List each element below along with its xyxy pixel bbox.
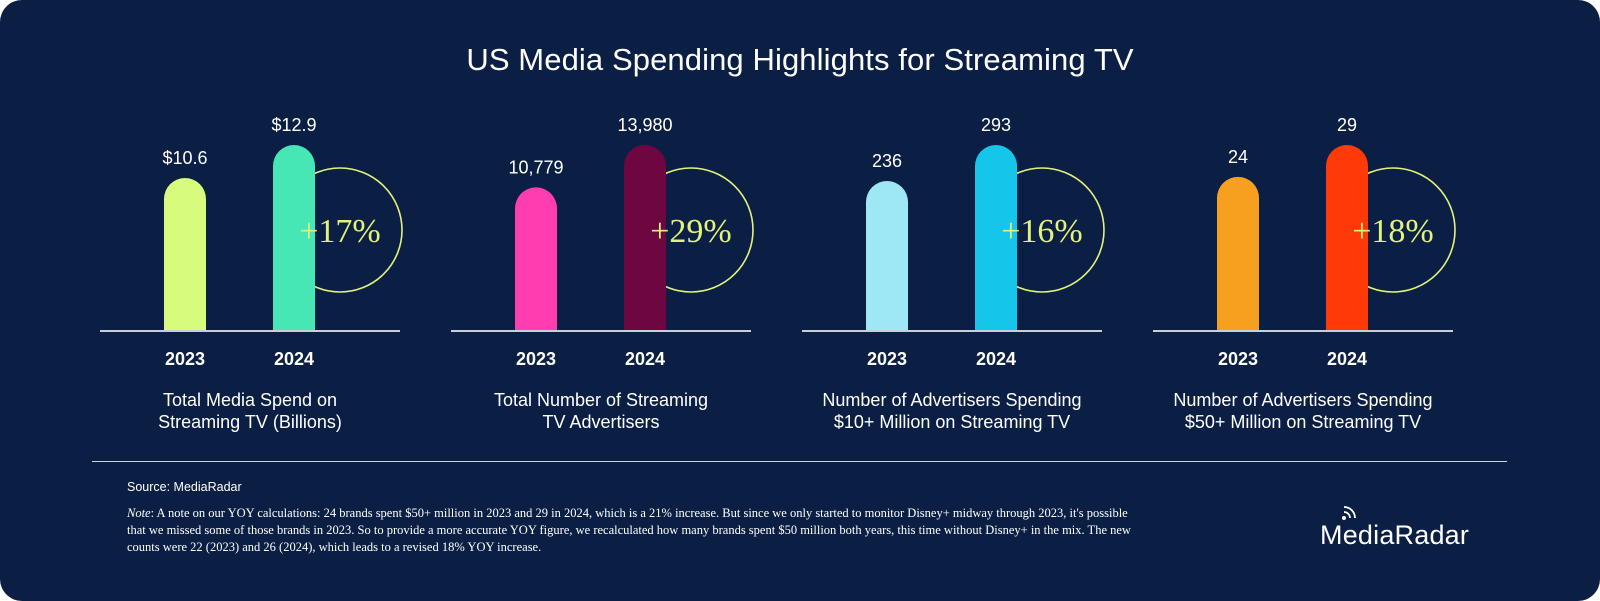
year-label: 2023 — [866, 349, 908, 369]
bar-2023 — [866, 180, 908, 330]
growth-percent: +16% — [1001, 213, 1083, 250]
signal-icon — [1342, 506, 1356, 520]
chart-caption: Number of Advertisers Spending $50+ Mill… — [1173, 390, 1433, 432]
growth-percent: +29% — [650, 213, 732, 250]
year-label: 2024 — [273, 349, 315, 369]
bar-2023 — [1217, 176, 1259, 330]
year-label: 2023 — [1217, 349, 1259, 369]
chart-panel-50m-advertisers: 24 29 +18% 2023 2024 Number of Advertisers Sp… — [1153, 0, 1456, 460]
bar-2024 — [975, 145, 1017, 330]
bar-chart: 24 29 +18% — [1153, 115, 1456, 332]
page-title: US Media Spending Highlights for Streami… — [466, 42, 1134, 77]
year-label: 2023 — [164, 349, 206, 369]
data-label: $10.6 — [162, 148, 207, 168]
data-label: 236 — [872, 151, 902, 171]
data-label: 293 — [981, 115, 1011, 135]
data-label: 10,779 — [508, 157, 563, 177]
data-label: 13,980 — [617, 115, 672, 135]
year-label: 2024 — [624, 349, 666, 369]
footer-divider — [92, 461, 1507, 462]
data-label: 29 — [1337, 115, 1357, 135]
footnote: Note: A note on our YOY calculations: 24… — [127, 505, 1147, 556]
bar-2024 — [624, 145, 666, 330]
bar-chart: $10.6 $12.9 +17% — [100, 115, 403, 332]
growth-percent: +17% — [299, 213, 381, 250]
bar-2024 — [273, 145, 315, 330]
bar-2023 — [515, 187, 557, 330]
growth-percent: +18% — [1352, 213, 1434, 250]
year-label: 2024 — [1326, 349, 1368, 369]
bar-chart: 10,779 13,980 +29% — [451, 115, 754, 332]
chart-caption: Number of Advertisers Spending $10+ Mill… — [822, 390, 1082, 432]
mediaradar-logo: MediaRadar — [1320, 520, 1470, 550]
chart-caption: Total Number of Streaming TV Advertisers — [493, 390, 709, 432]
chart-panel-advertisers: 10,779 13,980 +29% 2023 2024 Total Number of … — [451, 0, 754, 460]
data-label: $12.9 — [271, 115, 316, 135]
chart-panel-media-spend: $10.6 $12.9 +17% 2023 2024 Total Media Spend … — [100, 0, 403, 460]
footnote-text: : A note on our YOY calculations: 24 bra… — [127, 506, 1131, 554]
bar-2024 — [1326, 145, 1368, 330]
year-label: 2023 — [515, 349, 557, 369]
chart-caption: Total Media Spend on Streaming TV (Billi… — [158, 390, 342, 432]
footnote-label: Note — [127, 506, 151, 520]
bar-2023 — [164, 177, 206, 330]
source-label: Source: MediaRadar — [127, 480, 242, 494]
data-label: 24 — [1228, 147, 1248, 167]
year-label: 2024 — [975, 349, 1017, 369]
chart-panel-10m-advertisers: 236 293 +16% 2023 2024 Number of Advertisers … — [802, 0, 1105, 460]
bar-chart: 236 293 +16% — [802, 115, 1105, 332]
